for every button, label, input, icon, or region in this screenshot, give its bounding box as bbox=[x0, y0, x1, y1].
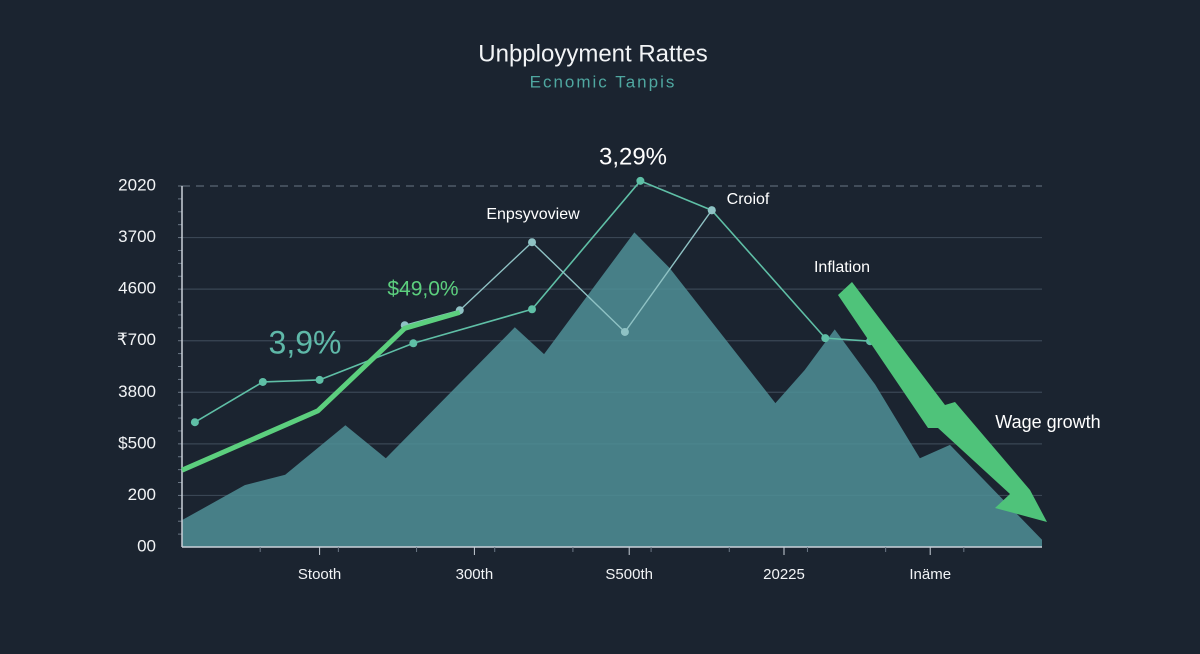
annotation: 3,9% bbox=[269, 324, 342, 360]
y-tick-label: 3700 bbox=[118, 227, 156, 246]
y-tick-label: ₹700 bbox=[117, 330, 156, 349]
point bbox=[620, 327, 629, 336]
point bbox=[409, 339, 418, 348]
point bbox=[707, 206, 716, 215]
x-tick-label: Inäme bbox=[909, 566, 951, 583]
plot-area: 00 200 $500 3800 ₹700 4600 3700 2020 Stooth 300th… bbox=[117, 175, 1042, 583]
annotation: Croiof bbox=[727, 191, 770, 208]
point bbox=[636, 176, 645, 185]
x-tick-label: Stooth bbox=[298, 566, 341, 583]
annotation: Enpsyvoview bbox=[486, 206, 580, 223]
chart-title: Unþployyment Rattes bbox=[478, 40, 707, 67]
annotation: $49,0% bbox=[387, 278, 458, 301]
x-tick-label: 300th bbox=[456, 566, 494, 583]
point bbox=[528, 238, 537, 247]
area bbox=[182, 232, 1042, 547]
line bbox=[180, 309, 461, 473]
y-tick-label: $500 bbox=[118, 433, 156, 452]
point bbox=[821, 334, 830, 343]
x-tick-label: S500th bbox=[605, 566, 653, 583]
point bbox=[315, 375, 324, 384]
annotation: 3,29% bbox=[599, 143, 667, 170]
point bbox=[190, 418, 199, 427]
y-tick-label: 00 bbox=[137, 536, 156, 555]
point bbox=[258, 377, 267, 386]
y-tick-label: 2020 bbox=[118, 175, 156, 194]
point bbox=[528, 305, 537, 314]
y-tick-label: 4600 bbox=[118, 279, 156, 298]
x-tick-label: 20225 bbox=[763, 566, 805, 583]
y-tick-label: 3800 bbox=[118, 382, 156, 401]
annotation: Wage growth bbox=[995, 412, 1100, 432]
annotation: Inflation bbox=[814, 259, 870, 276]
y-tick-label: 200 bbox=[128, 485, 156, 504]
chart-subtitle: Ecnomic Tanpis bbox=[530, 72, 677, 91]
trend-arrow bbox=[838, 282, 1047, 522]
